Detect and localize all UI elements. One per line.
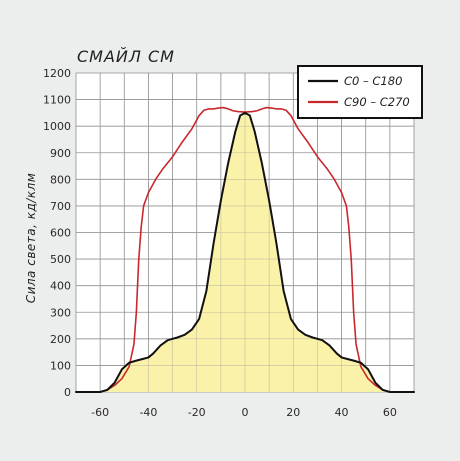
tick-labels: 0100200300400500600700800900100011001200… [43,67,397,419]
x-tick-label: 40 [335,406,349,419]
legend-box [297,65,423,119]
y-tick-label: 1000 [43,120,71,133]
x-tick-label: -20 [188,406,206,419]
y-tick-label: 1100 [43,94,71,107]
y-tick-label: 200 [50,333,71,346]
x-tick-label: 60 [383,406,397,419]
chart-title: СМАЙЛ СМ [77,47,175,66]
y-tick-label: 400 [50,280,71,293]
y-tick-label: 300 [50,306,71,319]
legend-label: C90 – C270 [344,95,410,109]
y-axis-label: Сила света, кд/клм [24,173,38,304]
y-tick-label: 900 [50,147,71,160]
legend-label: C0 – C180 [344,74,402,88]
x-tick-label: 20 [286,406,300,419]
y-tick-label: 100 [50,359,71,372]
x-tick-label: -60 [91,406,109,419]
legend: C0 – C180 C90 – C270 [297,65,423,119]
y-tick-label: 1200 [43,67,71,80]
y-tick-label: 500 [50,253,71,266]
x-tick-label: 0 [242,406,249,419]
y-tick-label: 600 [50,227,71,240]
x-tick-label: -40 [139,406,157,419]
y-tick-label: 800 [50,173,71,186]
y-tick-label: 700 [50,200,71,213]
series-layer [75,73,415,393]
y-tick-label: 0 [64,386,71,399]
series-line [75,111,415,393]
